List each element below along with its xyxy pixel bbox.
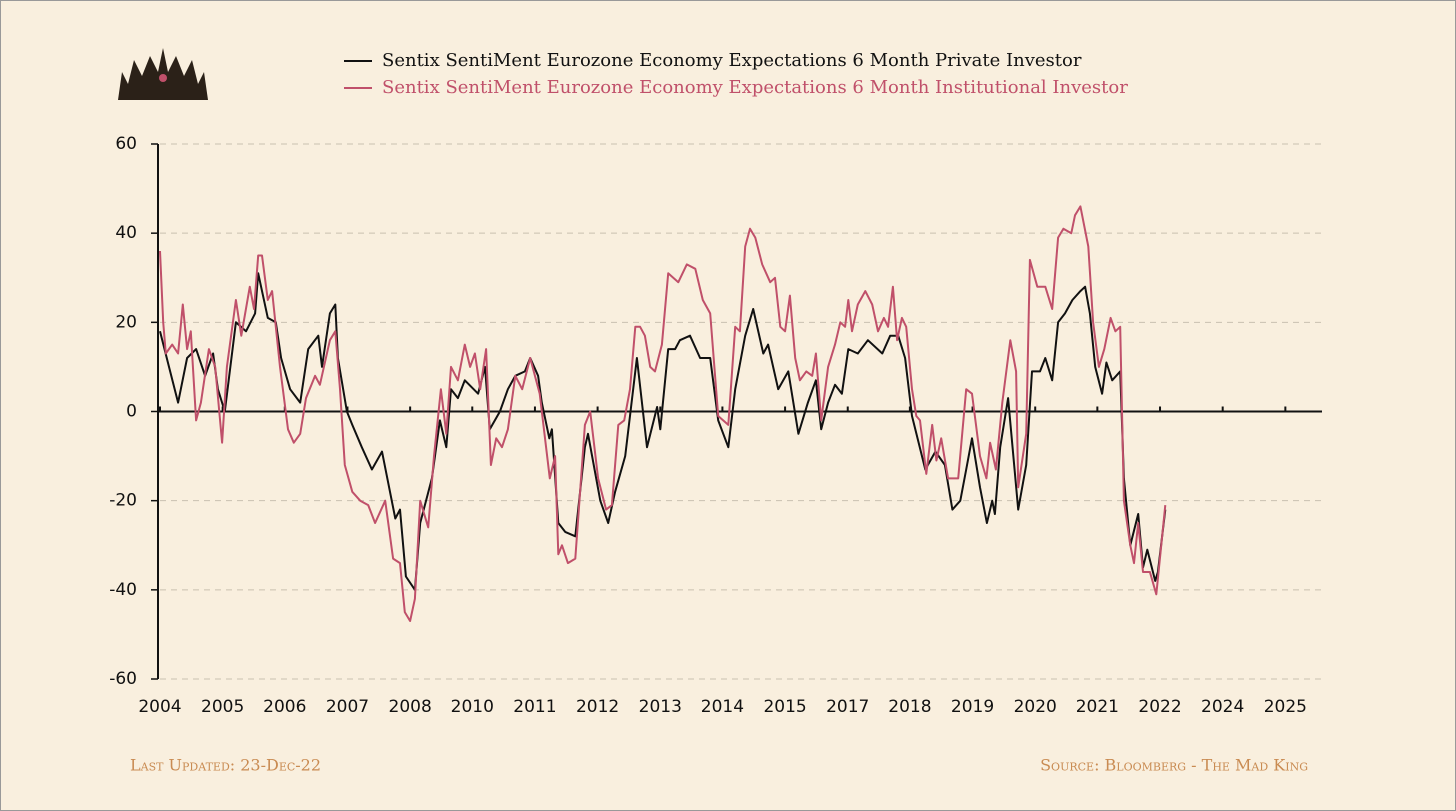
x-tick-label: 2020 — [1014, 697, 1057, 717]
y-tick-label: 0 — [126, 402, 137, 422]
x-tick-label: 2008 — [389, 697, 432, 717]
y-tick-label: 40 — [115, 223, 137, 243]
x-tick-label: 2025 — [1264, 697, 1307, 717]
y-tick-label: 60 — [115, 134, 137, 154]
x-tick-label: 2005 — [201, 697, 244, 717]
x-tick-label: 2007 — [326, 697, 369, 717]
series-line — [159, 205, 1167, 622]
x-tick-label: 2013 — [639, 697, 682, 717]
legend-label: Sentix SentiMent Eurozone Economy Expect… — [382, 77, 1128, 98]
x-tick-label: 2019 — [951, 697, 994, 717]
x-tick-label: 2021 — [1076, 697, 1119, 717]
x-tick-label: 2015 — [763, 697, 806, 717]
x-tick-label: 2010 — [451, 697, 494, 717]
legend-label: Sentix SentiMent Eurozone Economy Expect… — [382, 50, 1082, 71]
x-tick-label: 2014 — [701, 697, 744, 717]
x-tick-label: 2017 — [826, 697, 869, 717]
x-tick-label: 2011 — [513, 697, 556, 717]
footer-left: Last Updated: 23-Dec-22 — [130, 756, 321, 775]
x-tick-label: 2004 — [138, 697, 181, 717]
x-tick-label: 2012 — [576, 697, 619, 717]
y-tick-label: -60 — [109, 669, 137, 689]
series-line — [159, 272, 1167, 591]
x-tick-label: 2018 — [888, 697, 931, 717]
crown-logo — [118, 48, 208, 100]
x-tick-label: 2006 — [263, 697, 306, 717]
footer-right: Source: Bloomberg - The Mad King — [1040, 756, 1308, 775]
x-tick-label: 2022 — [1138, 697, 1181, 717]
y-tick-label: -20 — [109, 491, 137, 511]
y-tick-label: 20 — [115, 312, 137, 332]
x-tick-label: 2024 — [1201, 697, 1244, 717]
y-tick-label: -40 — [109, 580, 137, 600]
